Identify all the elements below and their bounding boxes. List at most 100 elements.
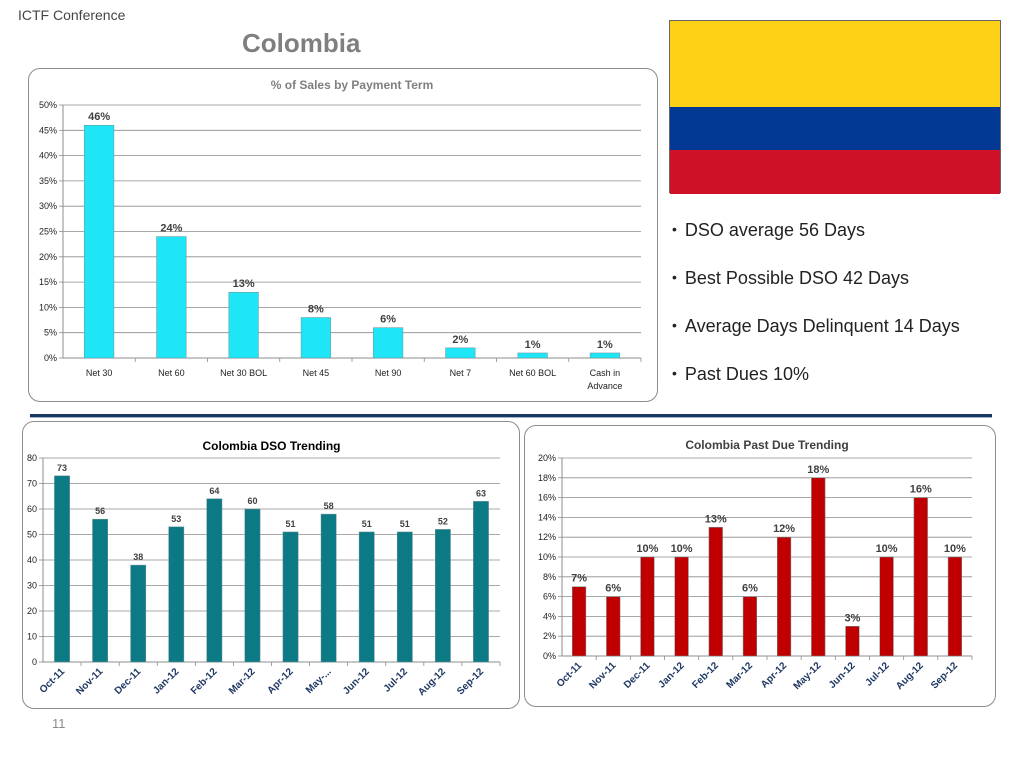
past-due-data-label: 7% — [571, 573, 587, 585]
dso-bar — [92, 518, 108, 663]
past-due-bar — [606, 596, 621, 657]
dso-data-label: 51 — [362, 519, 372, 529]
section-divider — [30, 414, 992, 418]
past-due-bar — [879, 556, 894, 657]
payment-term-y-tick-label: 10% — [39, 302, 57, 312]
dso-bar — [396, 531, 413, 663]
dso-category-label: Nov-11 — [74, 666, 105, 697]
dso-category-label: Mar-12 — [227, 666, 258, 697]
flag-red-stripe — [670, 150, 1000, 194]
past-due-y-tick-label: 14% — [538, 512, 556, 522]
past-due-y-tick-label: 2% — [543, 631, 556, 641]
past-due-bar — [572, 586, 587, 657]
payment-term-category-label: Net 30 — [86, 368, 113, 378]
dso-category-label: Jun-12 — [341, 666, 372, 697]
past-due-data-label: 6% — [605, 583, 621, 595]
dso-bar — [435, 529, 451, 663]
past-due-category-label: Jun-12 — [827, 660, 858, 691]
payment-term-category-label: Net 30 BOL — [220, 368, 267, 378]
past-due-data-label: 13% — [705, 513, 727, 525]
past-due-category-label: May-12 — [792, 660, 824, 692]
past-due-bar — [811, 477, 826, 657]
dso-y-tick-label: 60 — [27, 504, 37, 514]
dso-trending-chart-panel: Colombia DSO Trending 0 10 20 30 40 50 60 70 80 73… — [22, 421, 520, 709]
past-due-y-tick-label: 8% — [543, 572, 556, 582]
dso-data-label: 38 — [133, 552, 143, 562]
dso-data-label: 73 — [57, 463, 67, 473]
bullet-dso-average: DSO average 56 Days — [672, 218, 960, 266]
past-due-y-tick-label: 18% — [538, 473, 556, 483]
past-due-category-label: Sep-12 — [929, 660, 960, 691]
past-due-chart-panel: Colombia Past Due Trending 0% 2% 4% 6% 8% 10% 1… — [524, 425, 996, 707]
dso-y-tick-label: 10 — [27, 632, 37, 642]
past-due-bar — [777, 536, 792, 657]
payment-term-bar — [300, 317, 331, 359]
dso-data-label: 63 — [476, 488, 486, 498]
past-due-data-label: 10% — [944, 543, 966, 555]
dso-category-label: May-... — [304, 666, 334, 696]
past-due-data-label: 18% — [807, 464, 829, 476]
dso-bar — [358, 531, 375, 663]
past-due-data-label: 10% — [671, 543, 693, 555]
past-due-bar — [845, 626, 860, 657]
payment-term-bar — [589, 352, 620, 359]
dso-chart-title: Colombia DSO Trending — [202, 439, 340, 453]
dso-bar — [473, 501, 489, 663]
past-due-category-label: Nov-11 — [587, 660, 618, 691]
dso-y-tick-label: 50 — [27, 530, 37, 540]
dso-bar — [130, 564, 147, 663]
dso-data-label: 60 — [247, 496, 257, 506]
dso-category-label: Aug-12 — [416, 666, 448, 698]
past-due-bar — [640, 556, 655, 657]
past-due-category-label: Apr-12 — [759, 660, 789, 690]
past-due-data-label: 16% — [910, 484, 932, 496]
past-due-category-label: Jan-12 — [657, 660, 687, 690]
dso-bar — [206, 498, 223, 663]
dso-y-tick-label: 20 — [27, 606, 37, 616]
past-due-data-label: 3% — [844, 612, 860, 624]
summary-bullets: DSO average 56 Days Best Possible DSO 42… — [672, 218, 960, 410]
bullet-best-dso: Best Possible DSO 42 Days — [672, 266, 960, 314]
dso-bar — [282, 531, 299, 663]
payment-term-y-tick-label: 35% — [39, 176, 57, 186]
payment-term-y-tick-label: 30% — [39, 201, 57, 211]
flag-yellow-stripe — [670, 21, 1000, 107]
payment-term-y-tick-label: 40% — [39, 151, 57, 161]
past-due-y-tick-label: 16% — [538, 493, 556, 503]
payment-term-chart: % of Sales by Payment Term 0% 5% 10% 15% 20% 2… — [39, 78, 642, 391]
dso-trending-chart: Colombia DSO Trending 0 10 20 30 40 50 60 70 80 73… — [27, 439, 501, 698]
past-due-data-label: 10% — [876, 543, 898, 555]
past-due-data-label: 10% — [636, 543, 658, 555]
payment-term-y-tick-label: 5% — [44, 328, 57, 338]
flag-blue-stripe — [670, 107, 1000, 150]
past-due-chart: Colombia Past Due Trending 0% 2% 4% 6% 8% 10% 1… — [538, 438, 973, 692]
payment-term-y-tick-label: 15% — [39, 277, 57, 287]
payment-term-category-label: Net 45 — [303, 368, 330, 378]
payment-term-data-label: 8% — [308, 304, 324, 316]
dso-category-label: Feb-12 — [189, 666, 220, 697]
payment-term-data-label: 13% — [233, 278, 255, 290]
dso-y-tick-label: 40 — [27, 555, 37, 565]
dso-y-tick-label: 70 — [27, 479, 37, 489]
payment-term-chart-panel: % of Sales by Payment Term 0% 5% 10% 15% 20% 2… — [28, 68, 658, 402]
dso-data-label: 56 — [95, 506, 105, 516]
payment-term-bar — [156, 236, 187, 359]
payment-term-data-label: 46% — [88, 111, 110, 123]
payment-term-data-label: 1% — [525, 339, 541, 351]
dso-y-tick-label: 30 — [27, 581, 37, 591]
past-due-y-tick-label: 0% — [543, 651, 556, 661]
dso-y-tick-label: 80 — [27, 453, 37, 463]
payment-term-category-label: Net 60 BOL — [509, 368, 556, 378]
payment-term-data-label: 1% — [597, 339, 613, 351]
payment-term-y-tick-label: 25% — [39, 227, 57, 237]
bullet-past-dues: Past Dues 10% — [672, 362, 960, 410]
past-due-y-tick-label: 6% — [543, 592, 556, 602]
past-due-category-label: Aug-12 — [894, 660, 926, 692]
payment-term-data-label: 6% — [380, 314, 396, 326]
past-due-category-label: Feb-12 — [690, 660, 721, 691]
payment-term-category-label: Cash in Advance — [587, 368, 622, 391]
conference-name: ICTF Conference — [18, 7, 126, 23]
past-due-bar — [674, 556, 689, 657]
payment-term-category-label: Net 60 — [158, 368, 185, 378]
payment-term-category-label: Net 90 — [375, 368, 402, 378]
